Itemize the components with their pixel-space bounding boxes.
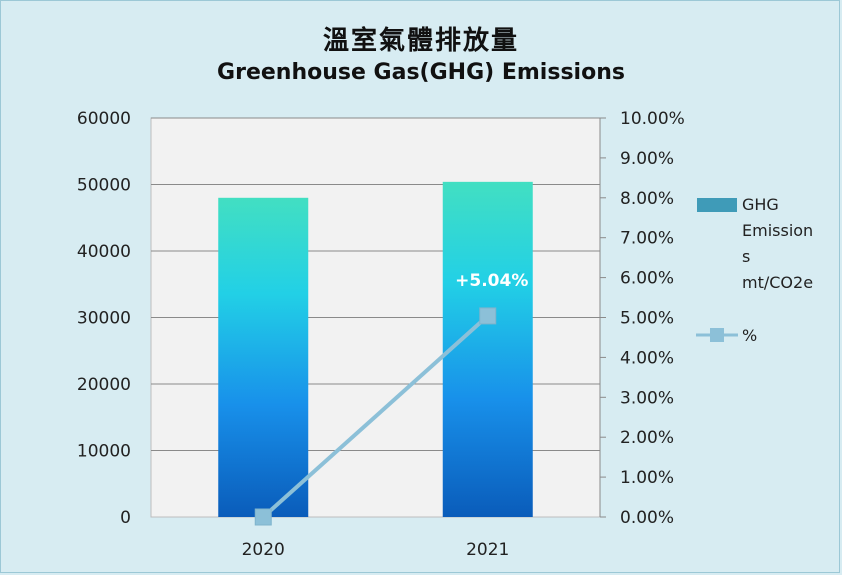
data-label: +5.04% xyxy=(455,271,528,291)
y-right-tick-label: 1.00% xyxy=(620,468,674,488)
y-left-tick-label: 0 xyxy=(120,508,131,528)
left-axis: 0 10000 20000 30000 40000 50000 60000 xyxy=(77,109,131,528)
y-right-tick-label: 0.00% xyxy=(620,508,674,528)
line-series: +5.04% xyxy=(254,271,528,526)
y-left-tick-label: 60000 xyxy=(77,109,131,129)
y-right-tick-label: 9.00% xyxy=(620,149,674,169)
legend-label-line-4: mt/CO2e xyxy=(742,273,814,292)
y-left-tick-label: 20000 xyxy=(77,375,131,395)
bar-2021 xyxy=(442,181,533,517)
y-left-tick-label: 30000 xyxy=(77,309,131,329)
y-right-tick-label: 2.00% xyxy=(620,428,674,448)
y-right-tick-label: 6.00% xyxy=(620,269,674,289)
x-axis: 2020 2021 xyxy=(242,540,510,560)
chart-title: 溫室氣體排放量 xyxy=(322,26,519,56)
legend-label-percent: % xyxy=(742,326,758,345)
right-axis: 0.00% 1.00% 2.00% 3.00% 4.00% 5.00% 6.00% 7.00%… xyxy=(599,109,685,528)
legend-label-line-1: GHG xyxy=(742,195,779,214)
legend-line-marker xyxy=(710,328,724,342)
legend-label-line-3: s xyxy=(742,247,751,266)
percent-point-2021 xyxy=(479,307,497,325)
y-left-tick-label: 50000 xyxy=(77,176,131,196)
y-right-tick-label: 3.00% xyxy=(620,388,674,408)
bars xyxy=(218,181,533,518)
percent-line xyxy=(261,314,490,519)
y-right-tick-label: 10.00% xyxy=(620,109,685,129)
y-right-tick-label: 8.00% xyxy=(620,189,674,209)
y-right-tick-label: 5.00% xyxy=(620,309,674,329)
y-left-tick-label: 10000 xyxy=(77,442,131,462)
percent-point-2020 xyxy=(254,508,272,526)
x-tick-label: 2020 xyxy=(242,540,285,560)
x-tick-label: 2021 xyxy=(466,540,509,560)
legend-bar-swatch xyxy=(697,198,737,212)
y-right-tick-label: 4.00% xyxy=(620,348,674,368)
legend xyxy=(696,198,738,342)
bar-2020 xyxy=(218,197,309,518)
y-left-tick-label: 40000 xyxy=(77,242,131,262)
chart-subtitle: Greenhouse Gas(GHG) Emissions xyxy=(217,60,625,85)
legend-label-ghg: GHG Emission s mt/CO2e xyxy=(742,192,813,296)
y-right-tick-label: 7.00% xyxy=(620,229,674,249)
legend-label-line-2: Emission xyxy=(742,221,814,240)
